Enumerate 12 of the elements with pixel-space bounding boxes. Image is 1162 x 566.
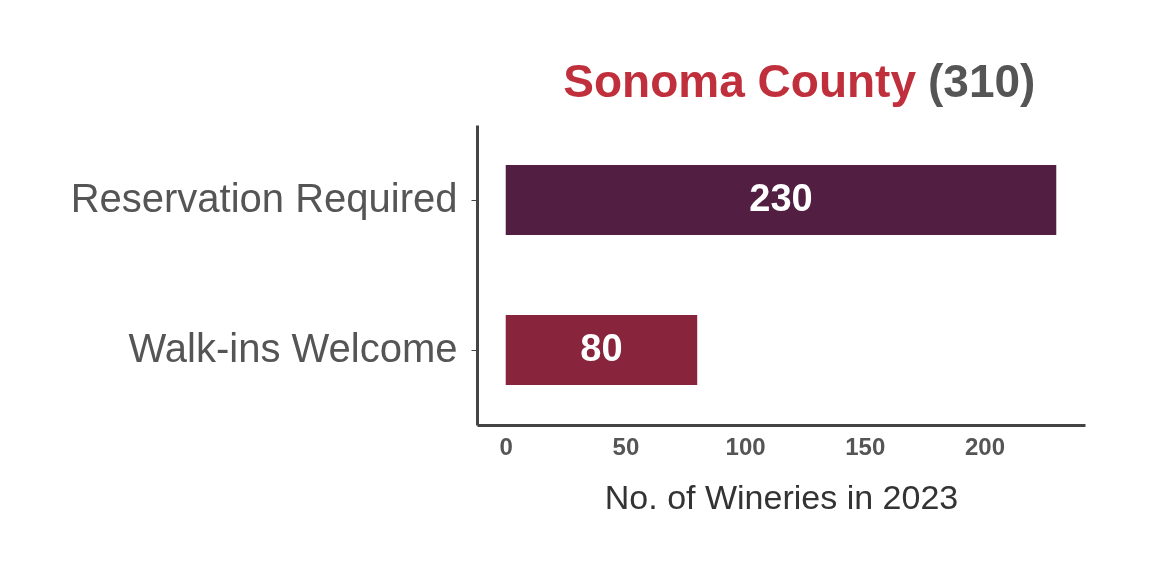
text: (310) — [928, 55, 1036, 107]
x-tick-label: 100 — [725, 432, 766, 460]
x-tick-label: 50 — [612, 432, 640, 460]
x-tick-label: 200 — [964, 432, 1005, 460]
y-tick-label: Walk-ins Welcome — [128, 326, 458, 370]
data-label: 230 — [749, 177, 813, 219]
x-tick-label: 150 — [845, 432, 886, 460]
y-tick-label: Reservation Required — [70, 176, 458, 220]
data-label: 80 — [580, 327, 623, 369]
x-tick-label: 0 — [499, 432, 513, 460]
chart-title: Sonoma County — [563, 55, 917, 107]
x-axis-title: No. of Wineries in 2023 — [604, 477, 959, 516]
